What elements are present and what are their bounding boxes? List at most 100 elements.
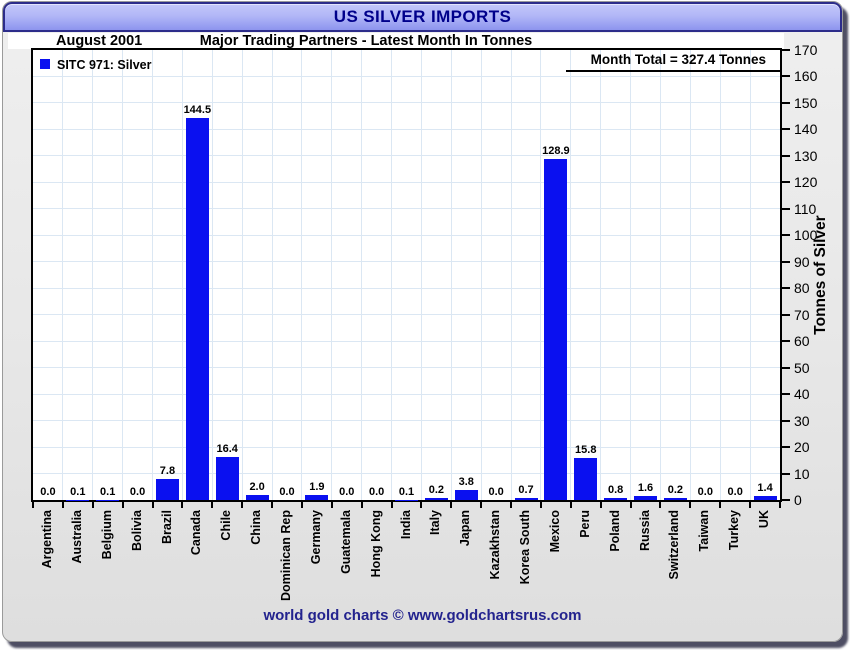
gridline-vertical <box>331 50 333 500</box>
gridline-vertical <box>659 50 661 500</box>
gridline-vertical <box>152 50 154 500</box>
y-axis-tick-label: 40 <box>794 386 810 403</box>
legend-label: SITC 971: Silver <box>57 57 152 72</box>
gridline-horizontal <box>33 473 780 475</box>
chart-subtitle: Major Trading Partners - Latest Month In… <box>199 33 533 49</box>
y-axis-tick-label: 30 <box>794 412 810 429</box>
x-axis-tick <box>420 502 423 508</box>
y-axis-tick <box>782 101 790 104</box>
x-axis-category-label: Brazil <box>159 510 174 545</box>
x-axis-tick <box>779 502 781 508</box>
x-axis-tick <box>360 502 363 508</box>
gridline-horizontal <box>33 420 780 422</box>
gridline-horizontal <box>33 340 780 342</box>
bar-value-label: 0.0 <box>40 486 56 498</box>
y-axis-tick <box>782 499 790 501</box>
y-axis-tick-label: 60 <box>794 333 810 350</box>
x-axis-tick <box>32 502 34 508</box>
bar-value-label: 0.7 <box>518 484 534 496</box>
bar-value-label: 0.1 <box>398 485 415 498</box>
bar-value-label: 128.9 <box>542 144 570 157</box>
bar-value-label: 0.1 <box>70 485 86 498</box>
bar <box>544 158 568 500</box>
y-axis-tick-label: 100 <box>794 227 818 244</box>
footer-credit[interactable]: world gold charts © www.goldchartsrus.co… <box>263 607 582 624</box>
y-axis-tick-label: 0 <box>794 492 802 508</box>
y-axis-tick <box>782 472 790 475</box>
x-axis-category-label: Bolivia <box>129 510 144 551</box>
x-axis-category-label: Kazakhstan <box>488 510 503 580</box>
gridline-vertical <box>510 50 512 500</box>
y-axis-tick <box>782 446 790 449</box>
y-axis-tick-label: 80 <box>794 280 810 297</box>
x-axis-tick <box>61 502 64 508</box>
x-axis-category-label: Taiwan <box>697 510 712 552</box>
gridline-vertical <box>749 50 751 500</box>
bar <box>604 497 628 500</box>
gridline-vertical <box>420 50 422 500</box>
legend-swatch-icon <box>40 58 50 69</box>
x-axis-tick <box>599 502 602 508</box>
y-axis-tick <box>782 234 790 237</box>
y-axis-tick <box>782 419 790 422</box>
bar <box>634 495 658 500</box>
bar-value-label: 2.0 <box>249 480 265 493</box>
x-axis-tick <box>211 502 214 508</box>
x-axis-tick <box>271 502 274 508</box>
x-axis-category-label: Poland <box>607 510 622 552</box>
bar <box>663 498 687 500</box>
x-axis-tick <box>300 502 303 508</box>
plot-area: 0.0 0.1 0.1 0.0 7.8 144.5 16.4 2.0 0.0 1.9 0.0 0.0 0… <box>33 50 780 500</box>
gridline-horizontal <box>33 446 780 448</box>
y-axis-tick <box>782 260 790 263</box>
x-axis-category-label: Guatemala <box>338 510 353 574</box>
bar-value-label: 0.0 <box>368 486 385 498</box>
gridline-vertical <box>122 50 124 500</box>
bar-value-label: 0.0 <box>697 486 713 498</box>
bar <box>454 489 478 500</box>
y-axis-tick-label: 130 <box>794 147 818 164</box>
bar <box>215 456 239 500</box>
gridline-vertical <box>181 50 183 500</box>
x-axis-tick <box>510 502 513 508</box>
y-axis-tick-label: 160 <box>794 68 818 85</box>
bar <box>753 496 777 500</box>
y-axis-tick-label: 120 <box>794 174 818 191</box>
gridline-vertical <box>630 50 632 500</box>
x-axis-category-label: Switzerland <box>667 510 682 580</box>
y-axis-tick-label: 20 <box>794 439 810 456</box>
x-axis-category-label: Russia <box>637 510 652 551</box>
bar <box>305 494 329 500</box>
bar-value-label: 16.4 <box>216 442 238 455</box>
gridline-vertical <box>480 50 482 500</box>
gridline-vertical <box>600 50 602 500</box>
y-axis-tick-label: 70 <box>794 306 810 323</box>
gridline-horizontal <box>33 314 780 316</box>
gridline-vertical <box>211 50 213 500</box>
gridline-vertical <box>391 50 393 500</box>
y-axis-title: Tonnes of Silver <box>812 215 829 335</box>
y-axis-tick-label: 50 <box>794 359 810 376</box>
y-axis-tick-label: 10 <box>794 465 810 482</box>
gridline-horizontal <box>33 102 780 104</box>
gridline-horizontal <box>33 367 780 369</box>
x-axis-tick <box>689 502 692 508</box>
bar-value-label: 0.2 <box>428 484 445 496</box>
title-bar: US SILVER IMPORTS <box>3 2 842 32</box>
y-axis-tick <box>782 75 790 78</box>
x-axis-category-label: China <box>249 510 264 545</box>
x-axis-tick <box>390 502 393 508</box>
bar <box>245 494 269 500</box>
gridline-vertical <box>301 50 303 500</box>
x-axis-tick <box>121 502 124 508</box>
subtitle-row: August 2001 Major Trading Partners - Lat… <box>8 33 784 49</box>
bar-value-label: 0.2 <box>667 484 684 496</box>
y-axis-tick <box>782 128 790 131</box>
gridline-vertical <box>241 50 243 500</box>
bar-value-label: 0.0 <box>279 486 295 498</box>
plot-area-frame <box>31 48 782 502</box>
bar-value-label: 0.0 <box>339 486 355 498</box>
x-axis-tick <box>181 502 184 508</box>
bar-value-label: 0.0 <box>488 486 504 498</box>
y-axis-tick <box>782 154 790 157</box>
